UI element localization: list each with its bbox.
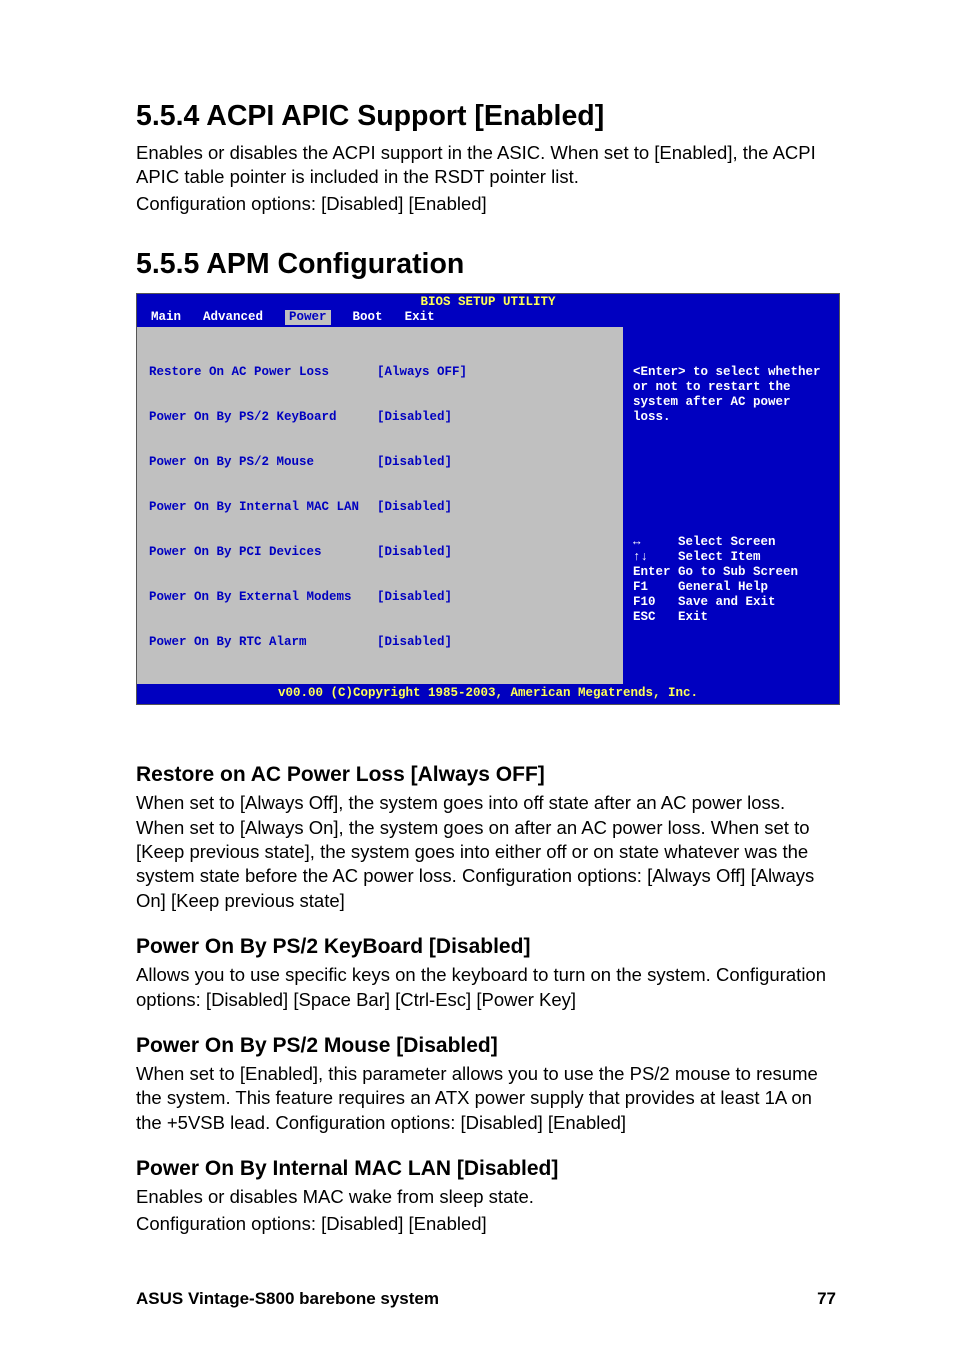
bios-title: BIOS SETUP UTILITY <box>137 294 839 310</box>
bios-help-panel: <Enter> to select whether or not to rest… <box>623 327 839 684</box>
footer-left: ASUS Vintage-S800 barebone system <box>136 1289 439 1309</box>
bios-opt-0: Restore On AC Power Loss[Always OFF] <box>149 365 613 380</box>
heading-554: 5.5.4 ACPI APIC Support [Enabled] <box>136 100 836 133</box>
bios-footer: v00.00 (C)Copyright 1985-2003, American … <box>137 684 839 704</box>
bios-tab-boot: Boot <box>353 310 383 325</box>
page-footer: ASUS Vintage-S800 barebone system 77 <box>136 1289 836 1309</box>
sub1-heading: Restore on AC Power Loss [Always OFF] <box>136 763 836 787</box>
bios-tab-power: Power <box>285 310 331 325</box>
bios-opt-1: Power On By PS/2 KeyBoard[Disabled] <box>149 410 613 425</box>
body-554-p1: Enables or disables the ACPI support in … <box>136 141 836 190</box>
bios-tab-main: Main <box>151 310 181 325</box>
bios-tabs: Main Advanced Power Boot Exit <box>137 310 839 327</box>
bios-opt-6: Power On By RTC Alarm[Disabled] <box>149 635 613 650</box>
sub3-body: When set to [Enabled], this parameter al… <box>136 1062 836 1135</box>
bios-opt-4: Power On By PCI Devices[Disabled] <box>149 545 613 560</box>
bios-screenshot: BIOS SETUP UTILITY Main Advanced Power Boot… <box>136 293 840 705</box>
sub4-p2: Configuration options: [Disabled] [Enabl… <box>136 1212 836 1236</box>
sub4-heading: Power On By Internal MAC LAN [Disabled] <box>136 1157 836 1181</box>
bios-opt-5: Power On By External Modems[Disabled] <box>149 590 613 605</box>
sub2-body: Allows you to use specific keys on the k… <box>136 963 836 1012</box>
sub4-p1: Enables or disables MAC wake from sleep … <box>136 1185 836 1209</box>
footer-right: 77 <box>817 1289 836 1309</box>
bios-hint: <Enter> to select whether or not to rest… <box>633 365 829 425</box>
bios-tab-exit: Exit <box>405 310 435 325</box>
bios-opt-3: Power On By Internal MAC LAN[Disabled] <box>149 500 613 515</box>
heading-555: 5.5.5 APM Configuration <box>136 248 836 281</box>
sub2-heading: Power On By PS/2 KeyBoard [Disabled] <box>136 935 836 959</box>
sub1-body: When set to [Always Off], the system goe… <box>136 791 836 913</box>
bios-keys: ↔ Select Screen ↑↓ Select Item Enter Go … <box>633 535 829 625</box>
bios-tab-advanced: Advanced <box>203 310 263 325</box>
bios-options-panel: Restore On AC Power Loss[Always OFF] Pow… <box>137 327 623 684</box>
bios-opt-2: Power On By PS/2 Mouse[Disabled] <box>149 455 613 470</box>
sub3-heading: Power On By PS/2 Mouse [Disabled] <box>136 1034 836 1058</box>
body-554-p2: Configuration options: [Disabled] [Enabl… <box>136 192 836 216</box>
